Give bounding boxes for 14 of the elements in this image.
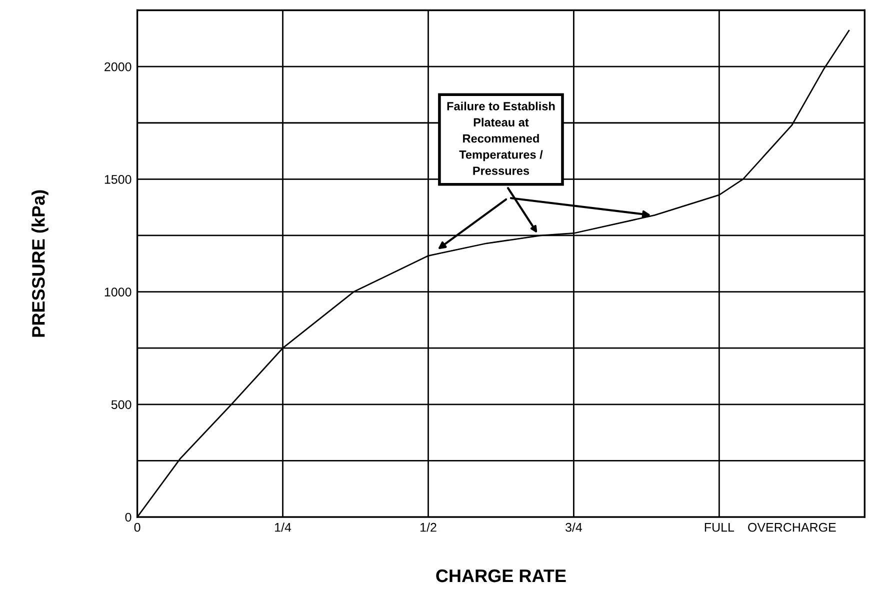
x-tick-label: OVERCHARGE bbox=[748, 522, 836, 532]
x-axis-title: CHARGE RATE bbox=[436, 569, 566, 582]
x-tick-label: 1/4 bbox=[275, 522, 292, 532]
y-tick-label: 0 bbox=[125, 512, 132, 522]
y-tick-label: 500 bbox=[111, 400, 132, 410]
x-tick-label: FULL bbox=[704, 523, 734, 532]
y-tick-label: 1000 bbox=[104, 288, 132, 296]
x-tick-label: 3/4 bbox=[566, 522, 582, 532]
annotation: Failure to Establish Plateau at Recommened Temperatures / Pressures bbox=[447, 102, 555, 175]
y-tick-label: 1500 bbox=[104, 174, 132, 184]
x-tick-label: 1/2 bbox=[420, 522, 436, 532]
y-tick-label: 2000 bbox=[104, 62, 132, 72]
x-tick-label: 0 bbox=[134, 522, 140, 532]
y-axis-title: PRESSURE (kPa) bbox=[32, 190, 48, 337]
